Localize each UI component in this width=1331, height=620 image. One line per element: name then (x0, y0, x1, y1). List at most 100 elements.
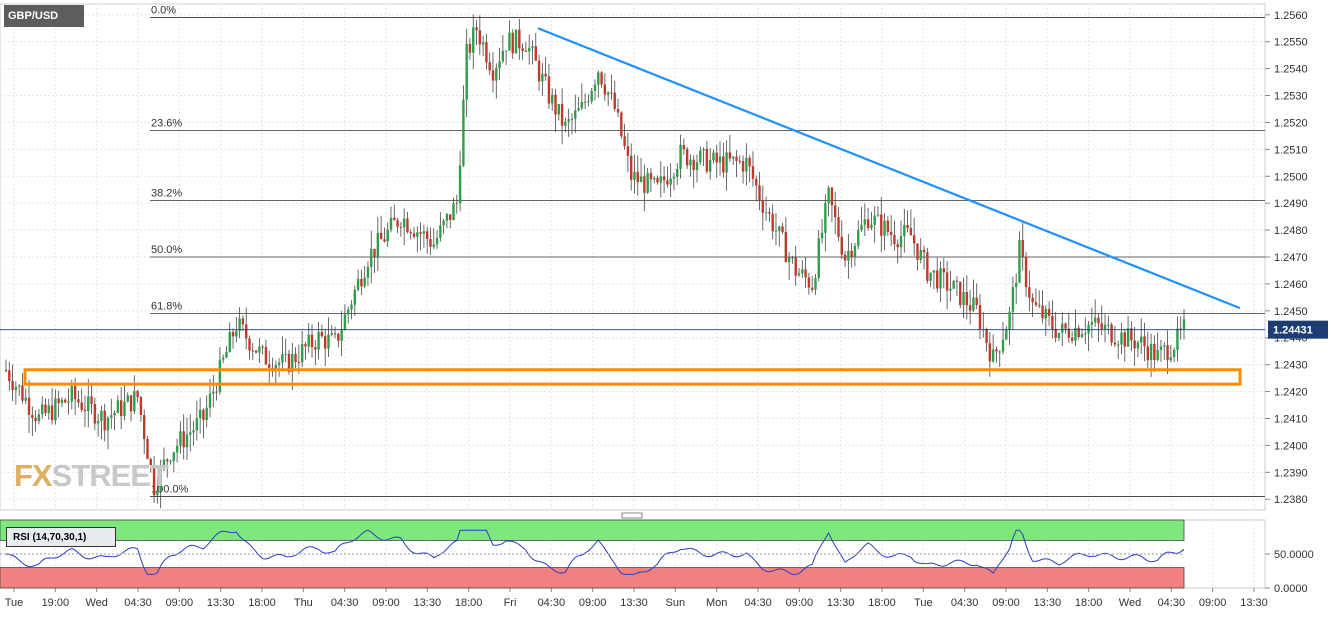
candle-body (919, 249, 922, 260)
candle-body (1041, 305, 1044, 319)
candle (376, 216, 380, 272)
candle (702, 147, 705, 167)
candle-body (238, 318, 241, 331)
candle-body (40, 404, 44, 415)
candle (110, 398, 113, 429)
candle-body (564, 121, 567, 126)
candle (587, 94, 590, 107)
candle (781, 223, 784, 235)
candle (636, 155, 639, 196)
candle-body (475, 27, 478, 31)
candle (574, 94, 577, 133)
candle (893, 220, 896, 251)
candle-body (333, 333, 337, 335)
candle-body (383, 239, 386, 242)
candle (1172, 347, 1176, 363)
candle-body (649, 172, 653, 180)
candle (817, 229, 820, 282)
candle (47, 398, 50, 420)
candle-body (353, 289, 356, 305)
candle (126, 392, 129, 403)
candle (429, 227, 432, 255)
candle (478, 15, 482, 56)
time-tick-label: 09:00 (372, 597, 400, 609)
candle-body (1182, 319, 1186, 330)
candle (106, 416, 110, 450)
candle-body (521, 48, 524, 51)
candle (458, 150, 462, 212)
candle-body (254, 350, 258, 353)
candle (274, 360, 278, 386)
candle (985, 327, 988, 352)
candle (27, 379, 31, 434)
candle (14, 381, 18, 405)
candle (133, 375, 136, 415)
rsi-indicator-label[interactable]: RSI (14,70,30,1) (6, 527, 116, 547)
candle-body (583, 101, 587, 103)
candle-body (860, 224, 863, 231)
candle (761, 185, 765, 231)
candle (248, 335, 251, 360)
candle-body (225, 351, 228, 358)
candle (93, 397, 97, 431)
candle (452, 197, 455, 221)
candle (919, 237, 922, 264)
candle-body (873, 215, 876, 225)
candle-body (547, 76, 551, 104)
time-tick-label: Mon (706, 597, 727, 609)
candle-body (1021, 239, 1024, 257)
candle-body (554, 94, 557, 115)
candle-body (87, 396, 90, 412)
candle (284, 338, 287, 362)
price-tick-label: 1.2460 (1274, 279, 1308, 291)
candle-body (695, 162, 699, 170)
candle-body (580, 102, 584, 109)
candle (498, 47, 501, 80)
candle (1041, 290, 1044, 324)
candle (764, 196, 768, 221)
candle (1014, 273, 1018, 305)
candle-body (623, 136, 626, 147)
candle (11, 364, 14, 402)
candle-body (613, 92, 616, 109)
candle (866, 207, 870, 231)
candle-body (863, 219, 867, 225)
candle (320, 324, 324, 338)
candle-body (143, 415, 146, 440)
candle-body (8, 370, 11, 382)
candle (965, 275, 969, 320)
candle-body (570, 118, 574, 120)
candle-body (659, 176, 663, 183)
candle (633, 154, 636, 194)
candle-body (646, 172, 649, 193)
candle-body (653, 177, 656, 180)
candle (570, 113, 574, 135)
candle-body (175, 445, 179, 453)
candle-body (751, 166, 755, 179)
candle-body (399, 226, 403, 228)
fibonacci-level-label: 38.2% (151, 187, 182, 199)
candle-body (215, 391, 218, 393)
panel-resize-handle[interactable] (621, 512, 643, 519)
candle (870, 211, 873, 231)
candle-body (929, 272, 932, 281)
candle (1126, 315, 1130, 347)
candle (1044, 305, 1047, 336)
candle-body (24, 397, 27, 401)
candle (360, 269, 363, 295)
price-tick-label: 1.2430 (1274, 360, 1308, 372)
candle (373, 248, 376, 273)
candle (995, 346, 998, 363)
candle (662, 166, 666, 194)
candle-body (741, 161, 745, 172)
candle-body (682, 145, 686, 150)
candle (212, 374, 215, 408)
candle (932, 270, 936, 290)
candle-body (258, 346, 261, 353)
candle (113, 410, 116, 431)
candle (1018, 231, 1021, 284)
candle (1005, 325, 1008, 340)
candle-body (1070, 337, 1074, 341)
candle-body (462, 99, 465, 166)
